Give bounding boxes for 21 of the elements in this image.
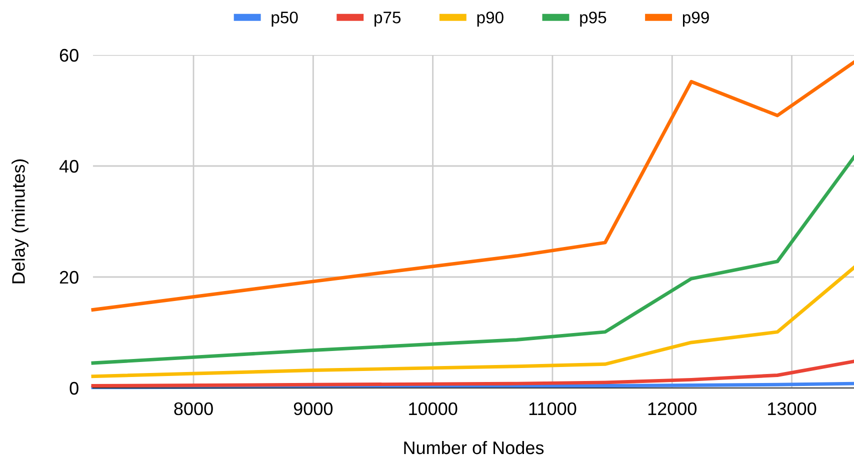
line-series [91, 360, 854, 388]
legend-label: p99 [682, 12, 709, 27]
y-axis-title: Delay (minutes) [12, 159, 28, 284]
line-series [91, 266, 854, 378]
legend-label: p90 [477, 12, 504, 27]
legend-label: p75 [374, 12, 401, 27]
x-tick-label: 9000 [294, 402, 333, 416]
x-axis-title: Number of Nodes [404, 440, 544, 454]
line-series [91, 155, 854, 365]
legend-label: p50 [272, 12, 298, 27]
legend-label: p95 [580, 12, 606, 27]
x-tick-label: 8000 [174, 402, 213, 416]
x-tick-label: 10000 [409, 402, 458, 416]
y-tick-label: 0 [70, 382, 78, 395]
x-tick-label: 12000 [648, 402, 697, 416]
line-series [91, 60, 854, 312]
y-tick-label: 60 [60, 48, 78, 62]
x-tick-label: 13000 [768, 402, 816, 416]
y-tick-label: 40 [59, 160, 78, 173]
y-tick-label: 20 [60, 270, 78, 284]
x-tick-label: 11000 [529, 402, 576, 416]
